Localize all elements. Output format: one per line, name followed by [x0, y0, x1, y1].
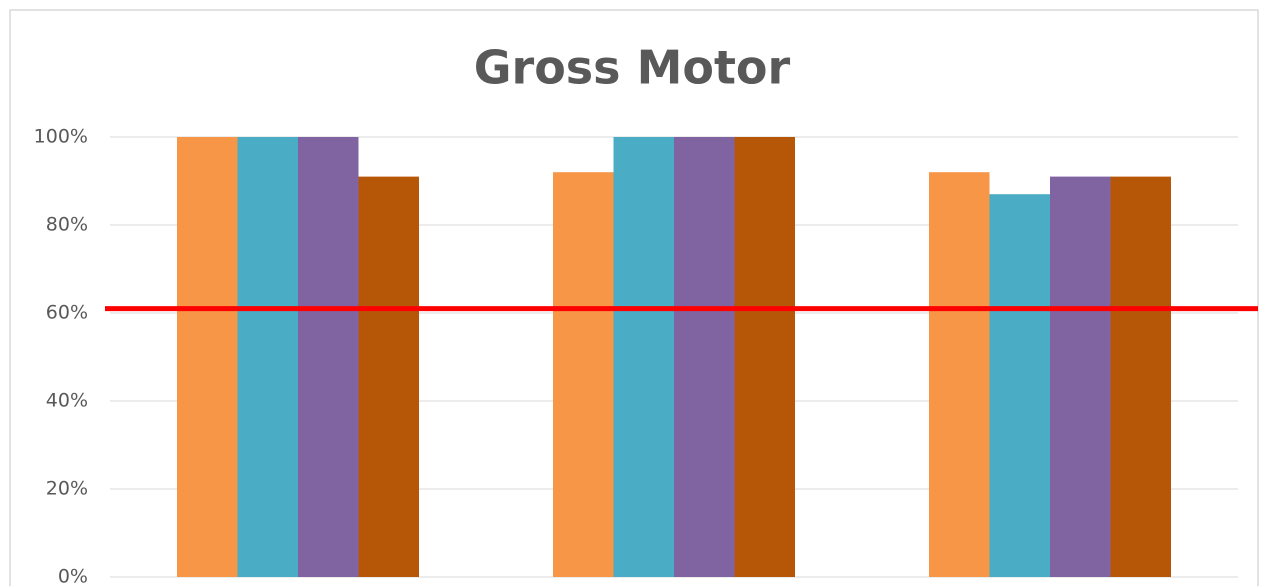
bar: [237, 137, 298, 577]
bar: [553, 172, 614, 577]
bar: [1050, 176, 1111, 577]
bar: [674, 137, 735, 577]
y-tick-label: 60%: [46, 302, 88, 324]
bar: [929, 172, 990, 577]
bar: [177, 137, 238, 577]
y-tick-label: 80%: [46, 214, 88, 236]
bar: [613, 137, 674, 577]
bar: [734, 137, 795, 577]
bar: [358, 176, 419, 577]
y-tick-label: 40%: [46, 390, 88, 412]
bar: [298, 137, 359, 577]
y-tick-label: 100%: [34, 126, 88, 148]
chart-title: Gross Motor: [474, 41, 791, 95]
y-tick-label: 0%: [58, 566, 88, 586]
bar: [989, 194, 1050, 577]
bar: [1110, 176, 1171, 577]
y-tick-label: 20%: [46, 478, 88, 500]
